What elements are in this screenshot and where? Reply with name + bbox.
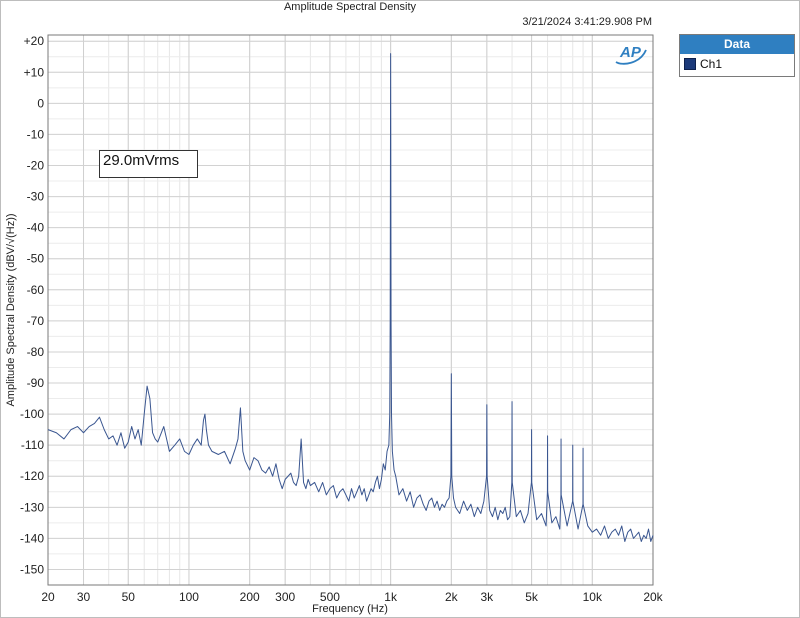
- grid-major: [47, 35, 654, 585]
- y-tick-label: +20: [24, 34, 45, 48]
- x-tick-label: 50: [122, 590, 136, 604]
- series-group: [47, 53, 654, 542]
- plot-area: [47, 34, 654, 586]
- x-tick-label: 1k: [384, 590, 398, 604]
- timestamp: 3/21/2024 3:41:29.908 PM: [522, 16, 652, 28]
- y-tick-label: 0: [37, 96, 44, 110]
- legend-item-ch1[interactable]: Ch1: [680, 54, 794, 74]
- legend-label: Ch1: [700, 57, 723, 71]
- y-tick-label: -80: [27, 345, 45, 359]
- legend-swatch: [684, 58, 696, 70]
- x-tick-label: 30: [77, 590, 91, 604]
- y-tick-label: -40: [27, 221, 45, 235]
- y-tick-label: +10: [24, 65, 45, 79]
- x-tick-label: 10k: [583, 590, 603, 604]
- y-tick-label: -110: [21, 438, 44, 452]
- chart-title: Amplitude Spectral Density: [283, 1, 417, 13]
- y-tick-label: -130: [20, 500, 44, 514]
- x-axis-label: Frequency (Hz): [312, 603, 388, 615]
- x-tick-label: 20: [41, 590, 55, 604]
- legend[interactable]: Data Ch1: [679, 34, 795, 77]
- y-tick-labels: +20 +10 0 -10 -20 -30 -40 -50 -60 -70 -80 -90 -100 -1…: [20, 34, 44, 576]
- x-tick-label: 500: [320, 590, 340, 604]
- x-tick-label: 100: [179, 590, 199, 604]
- y-tick-label: -20: [27, 159, 45, 173]
- y-tick-label: -50: [27, 252, 45, 266]
- y-tick-label: -90: [27, 376, 45, 390]
- x-tick-label: 3k: [481, 590, 495, 604]
- x-tick-label: 2k: [445, 590, 459, 604]
- y-axis-label: Amplitude Spectral Density (dBV/√(Hz)): [5, 213, 17, 406]
- ap-logo-icon: AP: [615, 44, 647, 65]
- series-line-ch1: [47, 53, 654, 542]
- legend-title: Data: [680, 35, 794, 54]
- y-tick-label: -10: [27, 127, 45, 141]
- rms-annotation: 29.0mVrms: [99, 150, 198, 178]
- y-tick-label: -150: [20, 562, 44, 576]
- x-tick-label: 300: [275, 590, 295, 604]
- x-tick-label: 200: [240, 590, 260, 604]
- y-tick-label: -70: [27, 314, 45, 328]
- y-tick-label: -60: [27, 283, 45, 297]
- x-tick-label: 20k: [643, 590, 663, 604]
- y-tick-label: -100: [20, 407, 44, 421]
- x-tick-labels: 20 30 50 100 200 300 500 1k 2k 3k 5k 10k 20k: [41, 590, 663, 604]
- svg-text:AP: AP: [619, 44, 642, 61]
- y-tick-label: -140: [20, 531, 44, 545]
- x-tick-label: 5k: [525, 590, 539, 604]
- y-tick-label: -120: [20, 469, 44, 483]
- y-tick-label: -30: [27, 190, 45, 204]
